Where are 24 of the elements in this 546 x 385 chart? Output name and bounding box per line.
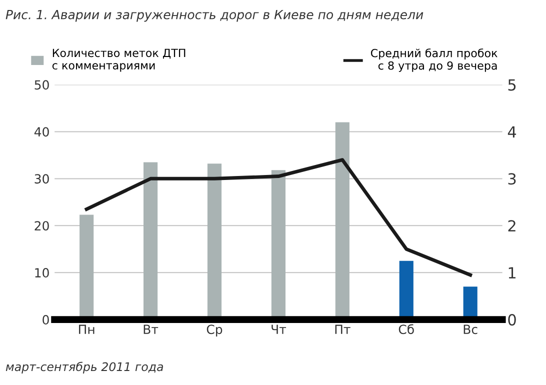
y2-tick-label: 2 bbox=[508, 220, 516, 232]
text: март-сентябрь 2011 года bbox=[6, 362, 164, 374]
x-tick-label: Чт bbox=[272, 324, 286, 334]
y-tick-label: 10 bbox=[35, 268, 49, 278]
x-tick-label: Вт bbox=[144, 324, 158, 334]
y-tick-label: 0 bbox=[42, 315, 49, 324]
y2-tick-label: 1 bbox=[508, 267, 516, 278]
y-tick-label: 30 bbox=[34, 174, 49, 184]
legend-label: Средний балл пробок с 8 утра до 9 вечера bbox=[370, 48, 498, 72]
y-tick-label: 50 bbox=[34, 80, 49, 90]
x-tick-label: Ср bbox=[206, 324, 222, 337]
x-tick-label: Пт bbox=[335, 324, 350, 334]
y-tick-label: 40 bbox=[34, 127, 49, 137]
line-series bbox=[84, 158, 472, 277]
y2-tick-label: 4 bbox=[508, 126, 516, 138]
x-tick-label: Сб bbox=[398, 324, 414, 334]
x-tick-label: Вс bbox=[464, 324, 478, 334]
y-tick-label: 20 bbox=[34, 221, 49, 231]
chart-title: Рис. 1. Аварии и загруженность дорог в Киеве по дням недели bbox=[6, 10, 424, 22]
x-tick-label: Пн bbox=[79, 324, 94, 334]
legend-label: Количество меток ДТП с комментариями bbox=[52, 48, 186, 72]
y2-tick-label: 0 bbox=[508, 314, 516, 326]
y2-tick-label: 5 bbox=[508, 79, 516, 91]
y2-tick-label: 3 bbox=[508, 173, 516, 185]
